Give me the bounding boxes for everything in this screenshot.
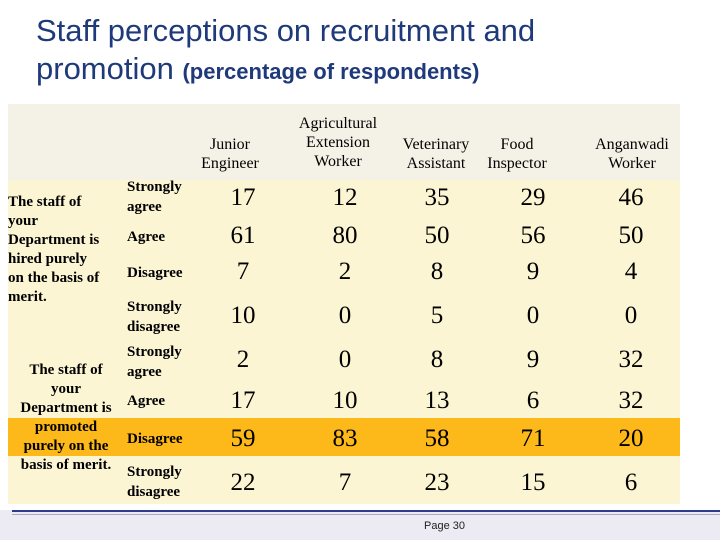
header-text: Worker	[314, 153, 362, 170]
header-text: Assistant	[406, 155, 466, 172]
column-header-anganwadi-worker: Anganwadi Worker	[584, 135, 680, 173]
group-band-hired	[8, 180, 680, 340]
cell-value: 17	[230, 184, 256, 211]
category-line: The staff of	[29, 362, 103, 378]
cell-value: 7	[338, 469, 352, 496]
category-line: merit.	[8, 289, 47, 305]
cell-value: 22	[230, 469, 256, 496]
cell-value: 29	[520, 184, 546, 211]
category-line: purely on the	[23, 438, 109, 454]
category-line: The staff of	[8, 194, 82, 210]
title-line-2-sub: (percentage of respondents)	[182, 59, 480, 84]
highlight-row-disagree	[8, 418, 680, 456]
category-line: your	[51, 381, 81, 397]
header-text: Food	[500, 136, 534, 153]
table-header	[8, 104, 680, 180]
category-line: promoted	[34, 419, 98, 435]
cell-value: 2	[236, 346, 250, 373]
cell-value: 8	[430, 346, 444, 373]
column-header-food-inspector: Food Inspector	[476, 135, 558, 173]
category-line: basis of merit.	[20, 457, 112, 473]
cell-value: 12	[332, 184, 358, 211]
cell-value: 35	[424, 184, 450, 211]
cell-value: 13	[424, 387, 450, 414]
cell-value: 80	[332, 222, 358, 249]
cell-value: 9	[526, 346, 540, 373]
cell-value: 5	[430, 302, 444, 329]
cell-value: 17	[230, 387, 256, 414]
header-text: Anganwadi	[595, 136, 669, 153]
cell-value: 46	[618, 184, 644, 211]
category-label-promoted: The staff of your Department is promoted…	[8, 361, 124, 475]
cell-value: 4	[624, 258, 638, 285]
cell-value: 0	[338, 302, 352, 329]
response-label: Agree	[127, 229, 166, 245]
title-line-1: Staff perceptions on recruitment and	[36, 13, 536, 48]
cell-value: 6	[526, 387, 540, 414]
response-label: Strongly disagree	[127, 464, 182, 500]
column-header-veterinary-assistant: Veterinary Assistant	[392, 135, 480, 173]
cell-value: 9	[526, 258, 540, 285]
category-label-hired: The staff of your Department is hired pu…	[8, 193, 124, 307]
cell-value: 71	[520, 425, 546, 452]
response-label: Agree	[127, 393, 166, 409]
footer-divider	[12, 510, 720, 512]
response-label: Strongly disagree	[127, 299, 182, 335]
category-line: your	[8, 213, 38, 229]
cell-value: 15	[520, 469, 546, 496]
header-text: Agricultural	[298, 115, 378, 132]
cell-value: 0	[526, 302, 540, 329]
cell-value: 2	[338, 258, 352, 285]
cell-value: 7	[236, 258, 250, 285]
cell-value: 61	[230, 222, 256, 249]
group-band-promoted-bottom	[8, 456, 680, 504]
cell-value: 83	[332, 425, 358, 452]
cell-value: 56	[520, 222, 546, 249]
cell-value: 23	[424, 469, 450, 496]
header-text: Extension	[306, 134, 370, 151]
header-text: Engineer	[201, 155, 259, 172]
category-line: Department is	[20, 400, 112, 416]
cell-value: 20	[618, 425, 644, 452]
header-text: Junior	[210, 136, 250, 153]
cell-value: 0	[338, 346, 352, 373]
column-header-agricultural-extension-worker: Agricultural Extension Worker	[283, 114, 393, 171]
group-band-promoted-top	[8, 340, 680, 426]
header-text: Worker	[608, 155, 656, 172]
category-line: on the basis of	[8, 270, 100, 286]
cell-value: 50	[618, 222, 644, 249]
cell-value: 6	[624, 469, 638, 496]
cell-value: 10	[332, 387, 358, 414]
header-text: Inspector	[487, 155, 547, 172]
cell-value: 8	[430, 258, 444, 285]
footer-bar	[0, 510, 720, 540]
cell-value: 58	[424, 425, 450, 452]
category-line: hired purely	[8, 251, 88, 267]
category-line: Department is	[8, 232, 100, 248]
response-label: Strongly agree	[127, 344, 182, 380]
cell-value: 59	[230, 425, 256, 452]
cell-value: 32	[618, 346, 644, 373]
cell-value: 50	[424, 222, 450, 249]
page-number: Page 30	[424, 520, 465, 532]
response-label: Strongly agree	[127, 179, 182, 215]
column-header-junior-engineer: Junior Engineer	[190, 135, 270, 173]
cell-value: 10	[230, 302, 256, 329]
footer-divider-thin	[12, 514, 720, 515]
header-text: Veterinary	[402, 136, 470, 153]
title-line-2: promotion (percentage of respondents)	[36, 50, 696, 94]
response-label: Disagree	[127, 431, 183, 447]
cell-value: 0	[624, 302, 638, 329]
title-line-2-main: promotion	[36, 51, 183, 86]
cell-value: 32	[618, 387, 644, 414]
response-label: Disagree	[127, 265, 183, 281]
slide-title: Staff perceptions on recruitment and pro…	[36, 12, 696, 94]
